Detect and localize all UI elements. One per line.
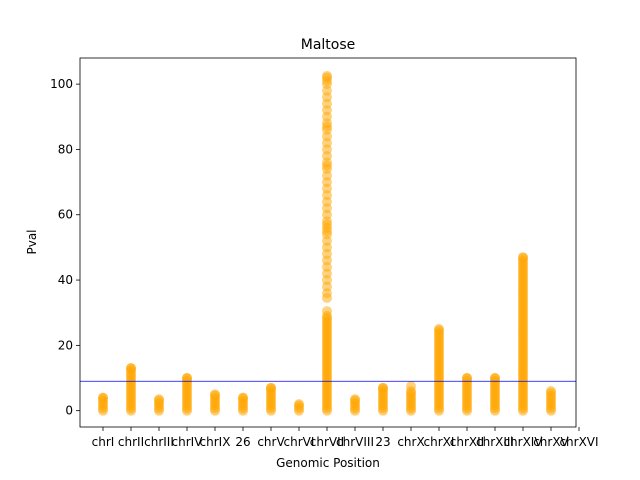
x-tick-label: chrVIII	[336, 435, 374, 449]
plot-area	[79, 57, 577, 428]
y-axis: 0 20 40 60 80 100	[50, 77, 80, 418]
y-axis-label: Pval	[25, 229, 39, 254]
data-point	[266, 382, 276, 393]
x-tick-label: chrIV	[172, 435, 204, 449]
data-point	[350, 394, 360, 405]
x-tick-label: chrXIII	[476, 435, 514, 449]
x-tick-label: chrV	[257, 435, 285, 449]
x-tick-label: 23	[375, 435, 390, 449]
data-point	[126, 363, 136, 374]
data-point	[238, 392, 248, 403]
data-point	[378, 382, 388, 393]
x-axis-label: Genomic Position	[276, 456, 380, 470]
data-point	[490, 373, 500, 384]
x-tick-label: chrXI	[424, 435, 455, 449]
y-tick-label: 40	[58, 273, 73, 287]
data-points	[98, 70, 556, 416]
y-tick-label: 20	[58, 338, 73, 352]
chart-title: Maltose	[301, 37, 356, 53]
data-point	[322, 306, 332, 317]
x-tick-label: chrVI	[284, 435, 315, 449]
x-tick-label: 26	[235, 435, 250, 449]
data-point	[434, 324, 444, 335]
data-point	[322, 70, 332, 81]
data-point	[210, 389, 220, 400]
data-point	[294, 399, 304, 410]
data-point	[406, 381, 416, 392]
x-tick-label: chrXII	[450, 435, 484, 449]
x-tick-label: chrX	[397, 435, 424, 449]
data-point	[154, 394, 164, 405]
x-tick-label: chrII	[118, 435, 144, 449]
y-tick-label: 0	[65, 404, 73, 418]
data-point	[182, 373, 192, 384]
y-tick-label: 60	[58, 208, 73, 222]
data-point	[98, 392, 108, 403]
x-tick-label: chrI	[92, 435, 115, 449]
x-tick-label: chrXVI	[559, 435, 598, 449]
data-point	[518, 252, 528, 263]
x-tick-label: chrVII	[310, 435, 344, 449]
y-tick-label: 80	[58, 142, 73, 156]
x-tick-label: chrIX	[200, 435, 231, 449]
x-tick-label: chrIII	[144, 435, 174, 449]
x-tick-label: chrXV	[533, 435, 569, 449]
data-point	[546, 386, 556, 397]
data-point	[462, 373, 472, 384]
x-tick-label: chrXIV	[503, 435, 543, 449]
y-tick-label: 100	[50, 77, 73, 91]
